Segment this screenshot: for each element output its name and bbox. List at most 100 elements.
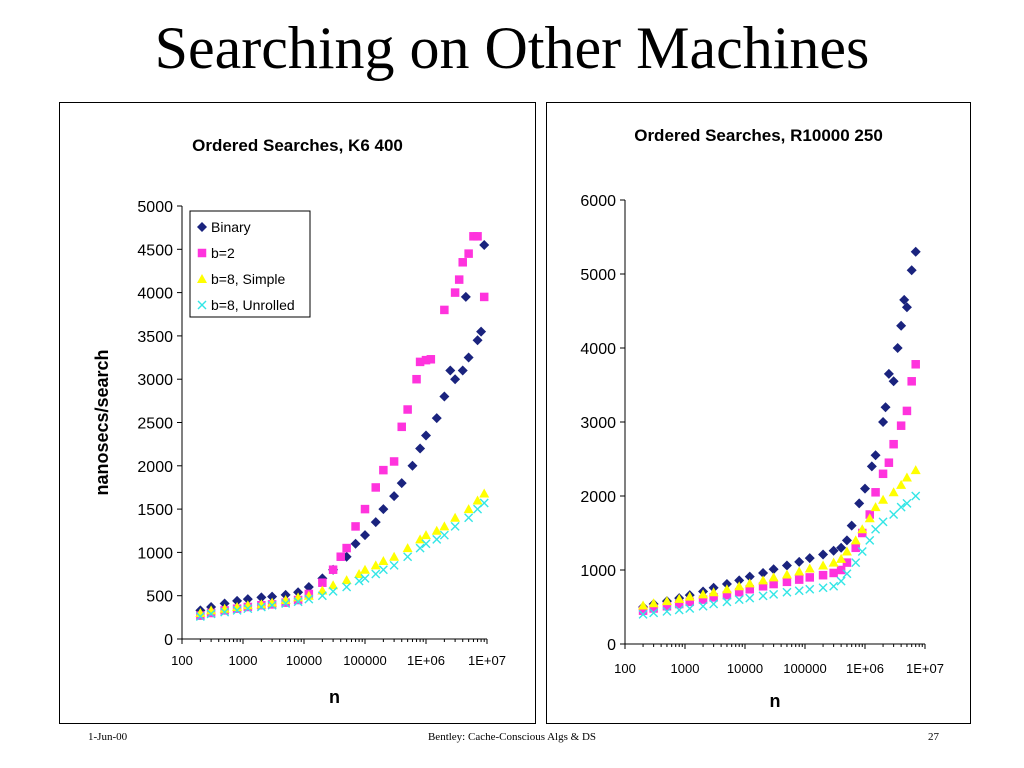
data-point-binary <box>758 567 769 578</box>
data-point-b-8-unrolled <box>206 609 216 619</box>
data-point-b-8-unrolled <box>195 611 205 621</box>
data-point-b-8-simple <box>857 524 868 534</box>
data-point-binary <box>841 535 852 546</box>
data-point-b-2 <box>479 292 489 302</box>
data-point-b-2 <box>426 355 436 364</box>
data-point-b-8-unrolled <box>758 591 768 601</box>
data-point-b-2 <box>473 232 482 241</box>
data-point-binary <box>378 504 389 515</box>
y-tick-label: 1500 <box>137 502 173 519</box>
data-point-binary <box>396 478 407 489</box>
data-point-b-2 <box>851 543 860 553</box>
data-point-binary <box>768 564 779 575</box>
x-tick-label: 10000 <box>727 661 763 676</box>
data-point-b-8-unrolled <box>698 601 708 611</box>
data-point-binary <box>472 335 483 346</box>
data-point-b-2 <box>896 421 906 430</box>
x-tick-label: 1000 <box>671 661 700 676</box>
data-point-b-8-simple <box>389 551 400 561</box>
x-axis-label: n <box>329 687 340 707</box>
data-point-b-8-unrolled <box>342 582 352 592</box>
data-point-b-8-simple <box>910 465 921 475</box>
data-point-b-8-unrolled <box>360 573 370 583</box>
footer-date: 1-Jun-00 <box>88 731 128 743</box>
data-point-b-8-unrolled <box>439 530 449 540</box>
data-point-b-8-simple <box>878 494 889 504</box>
data-point-b-8-unrolled <box>256 602 266 612</box>
data-point-b-8-simple <box>804 563 815 573</box>
data-point-b-8-simple <box>721 584 732 594</box>
data-point-b-8-unrolled <box>709 599 719 609</box>
data-point-b-8-simple <box>864 513 875 523</box>
data-point-binary <box>744 571 755 582</box>
data-point-binary <box>219 598 230 609</box>
data-point-b-2 <box>902 406 912 416</box>
data-point-b-8-unrolled <box>782 587 792 597</box>
data-point-b-8-simple <box>901 472 912 482</box>
data-point-b-8-simple <box>744 578 755 588</box>
data-point-b-8-simple <box>836 553 847 563</box>
data-point-b-8-unrolled <box>722 597 732 607</box>
data-point-b-8-unrolled <box>662 606 672 616</box>
data-point-binary <box>421 430 431 441</box>
data-point-b-8-simple <box>758 575 769 585</box>
data-point-b-8-simple <box>402 543 413 553</box>
y-tick-label: 4500 <box>137 242 173 259</box>
data-point-b-8-unrolled <box>464 513 474 523</box>
data-point-b-8-unrolled <box>638 609 648 619</box>
series-binary <box>638 246 921 612</box>
slide-title: Searching on Other Machines <box>154 15 870 81</box>
x-axis-label: n <box>770 691 781 711</box>
data-point-b-2 <box>450 288 460 297</box>
data-point-b-8-unrolled <box>865 535 875 545</box>
data-point-binary <box>870 450 881 461</box>
data-point-binary <box>896 320 907 331</box>
data-point-b-8-simple <box>648 598 659 608</box>
data-point-b-2 <box>734 587 744 597</box>
y-tick-label: 1000 <box>580 563 616 580</box>
data-point-b-2 <box>758 582 768 591</box>
data-point-b-2 <box>342 543 351 553</box>
data-point-b-2 <box>911 360 920 369</box>
data-point-b-8-unrolled <box>421 539 431 549</box>
data-point-b-2 <box>889 439 898 449</box>
data-point-b-2 <box>871 488 880 497</box>
data-point-binary <box>479 239 490 250</box>
y-tick-label: 500 <box>146 589 173 606</box>
data-point-b-2 <box>709 593 718 602</box>
data-point-binary <box>303 582 314 593</box>
footer-center: Bentley: Cache-Conscious Algs & DS <box>427 731 597 743</box>
data-point-b-8-unrolled <box>889 510 899 519</box>
data-point-binary <box>460 291 471 302</box>
y-tick-label: 5000 <box>137 199 173 216</box>
data-point-b-8-simple <box>781 569 792 579</box>
data-point-b-2 <box>878 469 888 479</box>
y-tick-label: 2500 <box>137 416 173 433</box>
y-tick-label: 4000 <box>137 286 173 303</box>
legend-label-b-8-unrolled: b=8, Unrolled <box>211 297 295 313</box>
data-point-binary <box>899 294 910 305</box>
data-point-b-2 <box>403 405 412 414</box>
data-point-b-8-simple <box>638 600 649 610</box>
data-point-b-8-simple <box>870 502 881 512</box>
chart-r10000-250: Ordered Searches, R10000 250 0 1000 2000 300… <box>580 126 944 711</box>
data-point-binary <box>901 302 912 313</box>
data-point-b-8-unrolled <box>674 605 684 615</box>
data-point-b-8-unrolled <box>769 589 779 599</box>
data-point-binary <box>854 498 865 509</box>
data-point-b-8-simple <box>768 572 779 582</box>
data-point-binary <box>734 575 745 586</box>
chart-panel-r10000: Ordered Searches, R10000 250 0 1000 2000 300… <box>546 102 971 724</box>
data-point-b-8-unrolled <box>794 586 804 596</box>
data-point-b-8-unrolled <box>857 547 867 556</box>
chart-panel-k6: Ordered Searches, K6 400 0 500 1000 1500 2000… <box>59 102 536 724</box>
data-point-binary <box>407 460 418 471</box>
y-tick-label: 2000 <box>137 459 173 476</box>
legend-marker-b-8-simple <box>197 274 207 283</box>
data-point-b-8-unrolled <box>902 498 912 508</box>
data-point-b-8-unrolled <box>354 576 364 586</box>
data-point-binary <box>828 545 839 556</box>
data-point-b-8-unrolled <box>896 502 906 512</box>
data-point-b-8-unrolled <box>304 594 314 604</box>
data-point-b-8-simple <box>850 535 861 545</box>
